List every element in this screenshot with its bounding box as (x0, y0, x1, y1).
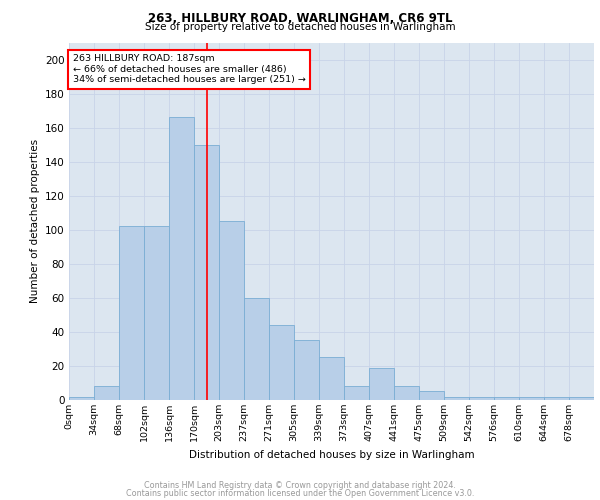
Bar (469, 396, 494, 400)
Bar (144, 226, 169, 400)
Bar (269, 325, 294, 400)
Bar (244, 298, 269, 400)
Text: 263 HILLBURY ROAD: 187sqm
← 66% of detached houses are smaller (486)
34% of semi: 263 HILLBURY ROAD: 187sqm ← 66% of detac… (73, 54, 305, 84)
Bar (344, 386, 369, 400)
Bar (519, 396, 544, 400)
Bar (394, 386, 419, 400)
Bar (444, 396, 469, 400)
Bar (494, 396, 519, 400)
Bar (219, 221, 244, 400)
Bar (94, 386, 119, 400)
Bar (119, 226, 144, 400)
Y-axis label: Number of detached properties: Number of detached properties (29, 139, 40, 304)
Bar (369, 368, 394, 400)
Bar (319, 358, 344, 400)
Bar (569, 396, 594, 400)
Bar (294, 340, 319, 400)
Text: 263, HILLBURY ROAD, WARLINGHAM, CR6 9TL: 263, HILLBURY ROAD, WARLINGHAM, CR6 9TL (148, 12, 452, 26)
Bar (194, 144, 219, 400)
Bar (544, 396, 569, 400)
Text: Contains HM Land Registry data © Crown copyright and database right 2024.: Contains HM Land Registry data © Crown c… (144, 481, 456, 490)
Text: Size of property relative to detached houses in Warlingham: Size of property relative to detached ho… (145, 22, 455, 32)
Bar (169, 118, 194, 400)
Text: Contains public sector information licensed under the Open Government Licence v3: Contains public sector information licen… (126, 489, 474, 498)
X-axis label: Distribution of detached houses by size in Warlingham: Distribution of detached houses by size … (188, 450, 475, 460)
Bar (69, 396, 94, 400)
Bar (419, 392, 444, 400)
